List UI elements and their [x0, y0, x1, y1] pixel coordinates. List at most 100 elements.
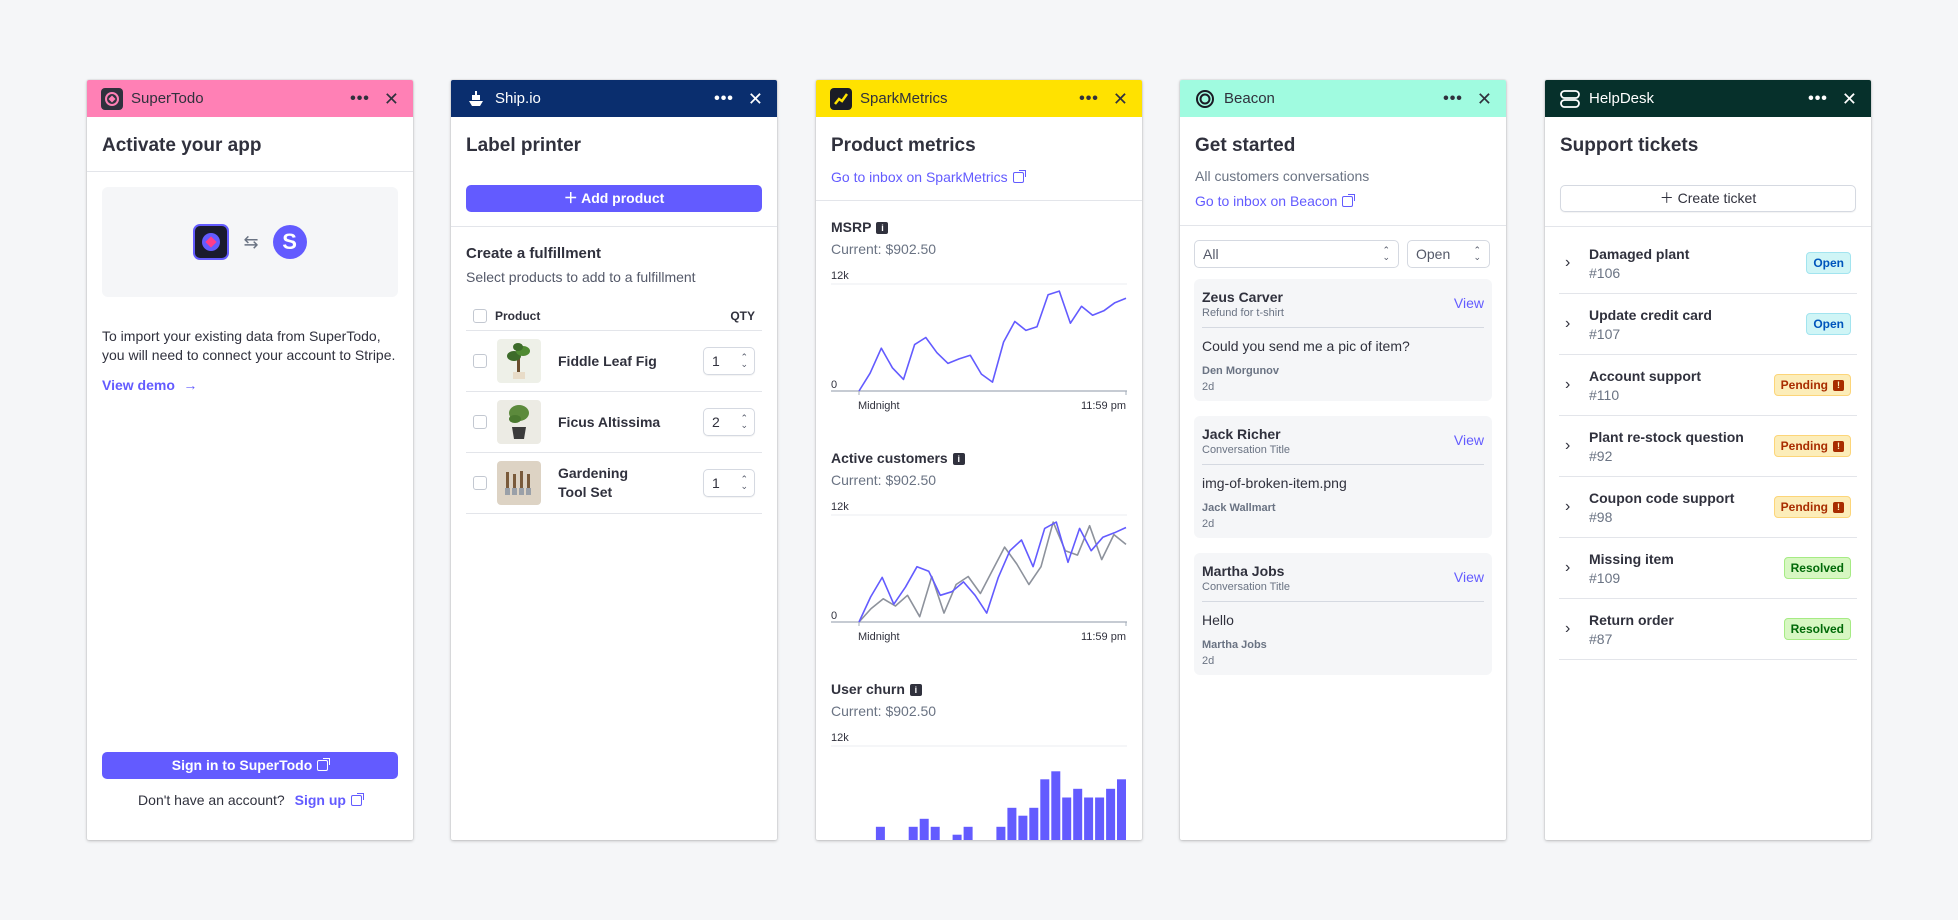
churn-bar [1106, 788, 1116, 840]
info-icon[interactable]: i [909, 684, 922, 696]
product-name: Gardening Tool Set [558, 465, 629, 500]
chevron-right-icon[interactable]: › [1565, 559, 1571, 576]
y-min-label: 0 [831, 379, 837, 391]
more-options-icon[interactable]: ••• [1079, 89, 1099, 107]
info-icon[interactable]: i [952, 453, 965, 465]
conversation-card[interactable]: Martha Jobs Conversation Title View Hell… [1194, 553, 1492, 675]
quantity-value: 1 [712, 353, 720, 369]
metric-active-customers: Active customers i Current: $902.50 12k 0… [831, 450, 1127, 681]
ticket-row[interactable]: › Return order #87 Resolved [1559, 599, 1857, 660]
select-all-checkbox[interactable] [473, 308, 487, 323]
quantity-stepper[interactable]: 1 ⌃ ⌄ [703, 469, 755, 497]
close-icon[interactable]: ✕ [747, 88, 763, 109]
create-ticket-button[interactable]: ＋ Create ticket [1560, 185, 1856, 212]
chevron-right-icon[interactable]: › [1565, 254, 1571, 271]
more-options-icon[interactable]: ••• [714, 89, 734, 107]
row-checkbox[interactable] [473, 354, 487, 368]
fulfillment-subtitle: Select products to add to a fulfillment [466, 269, 696, 285]
ticket-number: #106 [1589, 264, 1621, 281]
ticket-row[interactable]: › Account support #110 Pending! [1559, 355, 1857, 416]
ship-logo-icon [465, 88, 487, 110]
churn-bar [1084, 797, 1094, 840]
add-product-button[interactable]: ＋ Add product [466, 185, 762, 212]
chevron-right-icon[interactable]: › [1565, 437, 1571, 454]
filter-status-value: Open [1416, 246, 1451, 262]
pending-info-icon: ! [1833, 379, 1844, 391]
ticket-title: Missing item [1589, 550, 1674, 567]
ticket-number: #92 [1589, 447, 1613, 464]
user-churn-bar-chart: 12k [831, 732, 1127, 840]
app-name: SuperTodo [131, 90, 204, 107]
message-time: 2d [1202, 518, 1215, 530]
churn-bar [1040, 779, 1050, 840]
sign-up-link[interactable]: Sign up [295, 792, 364, 808]
view-link[interactable]: View [1453, 295, 1484, 311]
x-start-label: Midnight [858, 400, 900, 412]
title-bar: Get started All customers conversations … [1180, 117, 1506, 226]
quantity-stepper[interactable]: 2 ⌃ ⌄ [703, 408, 755, 436]
ticket-row[interactable]: › Coupon code support #98 Pending! [1559, 477, 1857, 538]
supertodo-logo-icon [101, 87, 123, 110]
view-link[interactable]: View [1453, 432, 1484, 448]
status-badge: Open [1806, 252, 1851, 274]
view-demo-link[interactable]: View demo → [102, 377, 398, 395]
supertodo-panel: SuperTodo ••• ✕ Activate your app ⇆ S To… [87, 80, 413, 840]
exchange-arrows-icon: ⇆ [243, 231, 259, 252]
view-link[interactable]: View [1453, 569, 1484, 585]
pending-info-icon: ! [1833, 440, 1844, 452]
sign-in-button[interactable]: Sign in to SuperTodo [102, 752, 398, 779]
close-icon[interactable]: ✕ [1841, 88, 1857, 109]
msrp-line-chart: 12k 0 Midnight 11:59 pm [831, 270, 1127, 412]
conversation-card[interactable]: Zeus Carver Refund for t-shirt View Coul… [1194, 279, 1492, 401]
conversation-card[interactable]: Jack Richer Conversation Title View img-… [1194, 416, 1492, 538]
conversation-message: Could you send me a pic of item? [1202, 338, 1410, 354]
info-icon[interactable]: i [876, 222, 889, 234]
ticket-row[interactable]: › Plant re-stock question #92 Pending! [1559, 416, 1857, 477]
connect-description: To import your existing data from SuperT… [102, 328, 396, 363]
churn-bar [875, 826, 885, 840]
row-checkbox[interactable] [473, 415, 487, 429]
chevron-right-icon[interactable]: › [1565, 498, 1571, 515]
inbox-link[interactable]: Go to inbox on SparkMetrics [831, 169, 1127, 185]
quantity-stepper[interactable]: 1 ⌃ ⌄ [703, 347, 755, 375]
ticket-row[interactable]: › Damaged plant #106 Open [1559, 233, 1857, 294]
page-title: Activate your app [102, 135, 262, 156]
app-name: Ship.io [495, 90, 541, 107]
more-options-icon[interactable]: ••• [1443, 89, 1463, 107]
more-options-icon[interactable]: ••• [350, 89, 370, 107]
beacon-header: Beacon ••• ✕ [1180, 80, 1506, 117]
churn-bar [963, 826, 973, 840]
filter-all-select[interactable]: All ⌃ ⌄ [1194, 240, 1399, 268]
ticket-row[interactable]: › Missing item #109 Resolved [1559, 538, 1857, 599]
more-options-icon[interactable]: ••• [1808, 89, 1828, 107]
sign-up-row: Don't have an account? Sign up [102, 792, 398, 808]
chevron-right-icon[interactable]: › [1565, 376, 1571, 393]
fulfillment-title: Create a fulfillment [466, 245, 602, 262]
close-icon[interactable]: ✕ [1112, 88, 1128, 109]
row-checkbox[interactable] [473, 476, 487, 490]
ticket-number: #107 [1589, 325, 1621, 342]
plus-icon: ＋ [1659, 190, 1674, 206]
chevron-right-icon[interactable]: › [1565, 620, 1571, 637]
conversation-name: Martha Jobs [1202, 563, 1285, 579]
ticket-number: #110 [1589, 386, 1620, 403]
inbox-link[interactable]: Go to inbox on Beacon [1195, 193, 1491, 209]
churn-bar [1029, 807, 1039, 840]
add-product-label: Add product [581, 190, 665, 206]
close-icon[interactable]: ✕ [1476, 88, 1492, 109]
series-line-0 [858, 290, 1127, 392]
chevron-right-icon[interactable]: › [1565, 315, 1571, 332]
product-table: Product QTY Fiddle Leaf Fig 1 ⌃ ⌄ Ficus Al… [466, 301, 762, 514]
conversation-name: Jack Richer [1202, 426, 1281, 442]
x-end-label: 11:59 pm [1081, 631, 1126, 643]
series-layer [875, 771, 1126, 840]
ticket-row[interactable]: › Update credit card #107 Open [1559, 294, 1857, 355]
conversation-subject: Refund for t-shirt [1202, 307, 1284, 319]
ticket-title: Damaged plant [1589, 245, 1690, 262]
metric-title: MSRP i [831, 219, 1127, 235]
close-icon[interactable]: ✕ [383, 88, 399, 109]
conversation-subject: Conversation Title [1202, 444, 1291, 456]
app-name: HelpDesk [1589, 90, 1655, 107]
filter-status-select[interactable]: Open ⌃ ⌄ [1407, 240, 1490, 268]
filter-row: All ⌃ ⌄ Open ⌃ ⌄ [1180, 226, 1506, 279]
